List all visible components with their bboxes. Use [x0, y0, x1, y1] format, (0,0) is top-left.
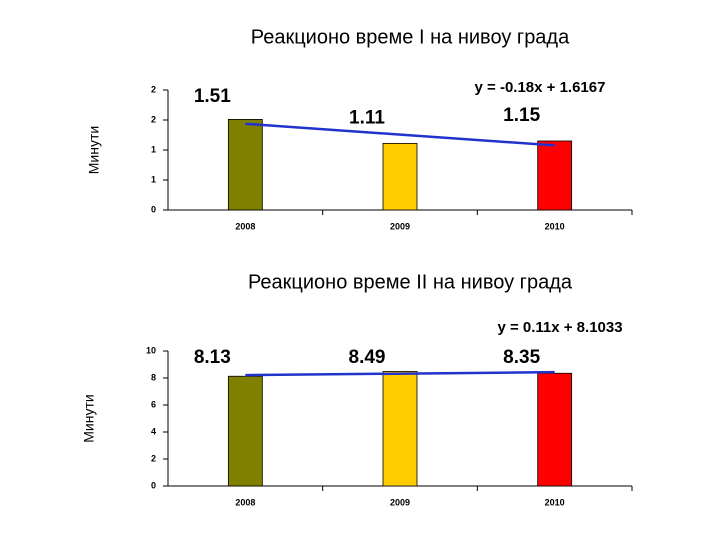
- chart-title: Реакционо време II на нивоу града: [248, 271, 573, 293]
- bar: [537, 372, 573, 487]
- trendline: [245, 122, 555, 147]
- y-tick-label: 4: [151, 426, 156, 436]
- x-tick-label: 2010: [545, 221, 565, 231]
- y-axis-label: Минути: [81, 394, 97, 442]
- data-label: 1.11: [349, 107, 385, 128]
- y-axis-label: Минути: [86, 126, 102, 174]
- y-tick-label: 0: [151, 480, 156, 490]
- bar: [227, 119, 263, 211]
- bar: [382, 370, 418, 487]
- data-label: 8.49: [349, 347, 386, 368]
- bar: [537, 140, 573, 211]
- x-tick-label: 2008: [235, 497, 255, 507]
- x-tick-label: 2010: [545, 497, 565, 507]
- x-tick-label: 2008: [235, 221, 255, 231]
- trendline: [245, 370, 555, 377]
- y-tick-label: 2: [151, 114, 156, 124]
- y-tick-label: 0: [151, 204, 156, 214]
- data-label: 8.13: [194, 347, 231, 368]
- data-label: 8.35: [503, 347, 540, 368]
- x-tick-label: 2009: [390, 497, 410, 507]
- bar: [227, 375, 263, 487]
- y-tick-label: 10: [146, 345, 156, 355]
- trendline-equation: y = -0.18x + 1.6167: [475, 79, 606, 96]
- y-tick-label: 2: [151, 84, 156, 94]
- data-label: 1.51: [194, 86, 231, 107]
- y-tick-label: 1: [151, 174, 156, 184]
- chart-title: Реакционо време I на нивоу града: [251, 26, 570, 48]
- y-tick-label: 6: [151, 399, 156, 409]
- data-label: 1.15: [503, 105, 540, 126]
- x-tick-label: 2009: [390, 221, 410, 231]
- trendline-equation: y = 0.11x + 8.1033: [497, 319, 622, 336]
- y-tick-label: 1: [151, 144, 156, 154]
- bar: [382, 142, 418, 211]
- y-tick-label: 8: [151, 372, 156, 382]
- y-tick-label: 2: [151, 453, 156, 463]
